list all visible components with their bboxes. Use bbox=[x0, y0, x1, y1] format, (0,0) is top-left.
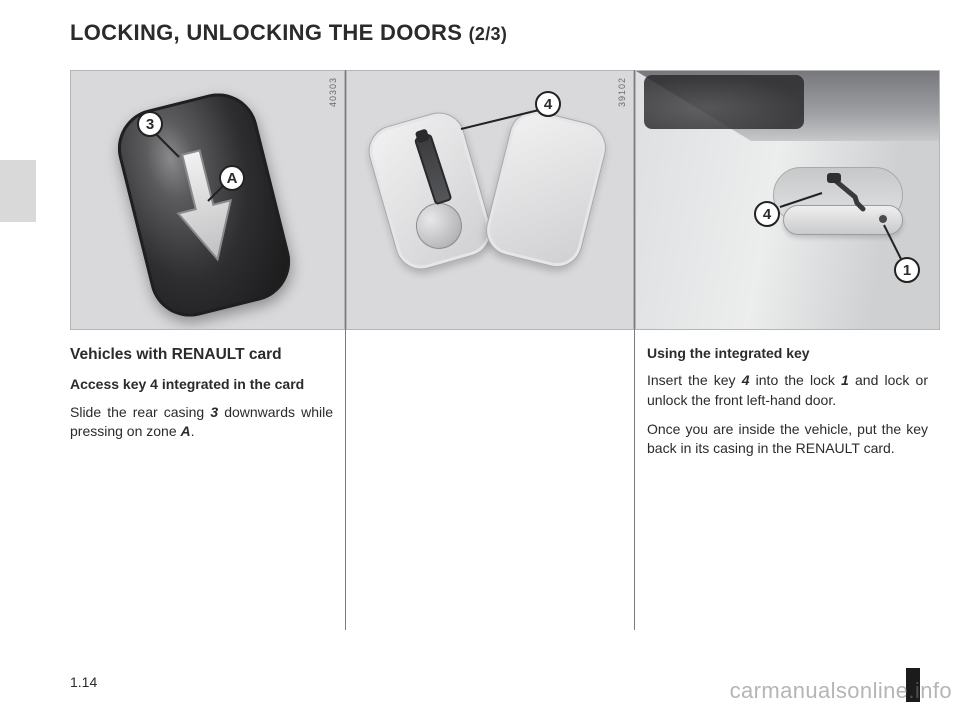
column-2: 39102 4 bbox=[345, 70, 635, 630]
leader-line bbox=[776, 189, 826, 211]
columns: 40303 3 bbox=[70, 70, 940, 630]
col1-heading: Vehicles with RENAULT card bbox=[70, 344, 333, 365]
callout-4: 4 bbox=[754, 201, 780, 227]
callout-4: 4 bbox=[535, 91, 561, 117]
col1-text: Vehicles with RENAULT card Access key 4 … bbox=[70, 330, 345, 441]
integrated-key-icon bbox=[414, 133, 453, 205]
callout-A: A bbox=[219, 165, 245, 191]
battery-icon bbox=[411, 197, 468, 254]
col3-p2: Once you are inside the vehicle, put the… bbox=[647, 420, 928, 459]
key-blade-icon bbox=[827, 173, 871, 213]
col3-p1: Insert the key 4 into the lock 1 and loc… bbox=[647, 371, 928, 410]
leader-line bbox=[457, 107, 543, 133]
page-title: LOCKING, UNLOCKING THE DOORS (2/3) bbox=[70, 20, 940, 46]
col3-text: Using the integrated key Insert the key … bbox=[635, 330, 940, 459]
col3-lead-in: Using the integrated key bbox=[647, 344, 928, 363]
figure-card-opened: 39102 4 bbox=[346, 70, 634, 330]
watermark: carmanualsonline.info bbox=[730, 678, 952, 704]
title-main: LOCKING, UNLOCKING THE DOORS bbox=[70, 20, 462, 45]
figure-door-lock: 39875 4 bbox=[635, 70, 940, 330]
column-1: 40303 3 bbox=[70, 70, 345, 630]
image-id: 39102 bbox=[617, 77, 627, 107]
callout-1: 1 bbox=[894, 257, 920, 283]
col1-body: Slide the rear casing 3 downwards while … bbox=[70, 403, 333, 442]
figure-renault-card: 40303 3 bbox=[70, 70, 345, 330]
callout-3: 3 bbox=[137, 111, 163, 137]
page-number: 1.14 bbox=[70, 674, 97, 690]
title-sub: (2/3) bbox=[469, 24, 508, 44]
column-3: 39875 4 bbox=[635, 70, 940, 630]
image-id: 40303 bbox=[328, 77, 338, 107]
leader-line bbox=[153, 131, 183, 161]
col1-lead-in: Access key 4 integrated in the card bbox=[70, 375, 333, 394]
side-tab bbox=[0, 160, 36, 222]
